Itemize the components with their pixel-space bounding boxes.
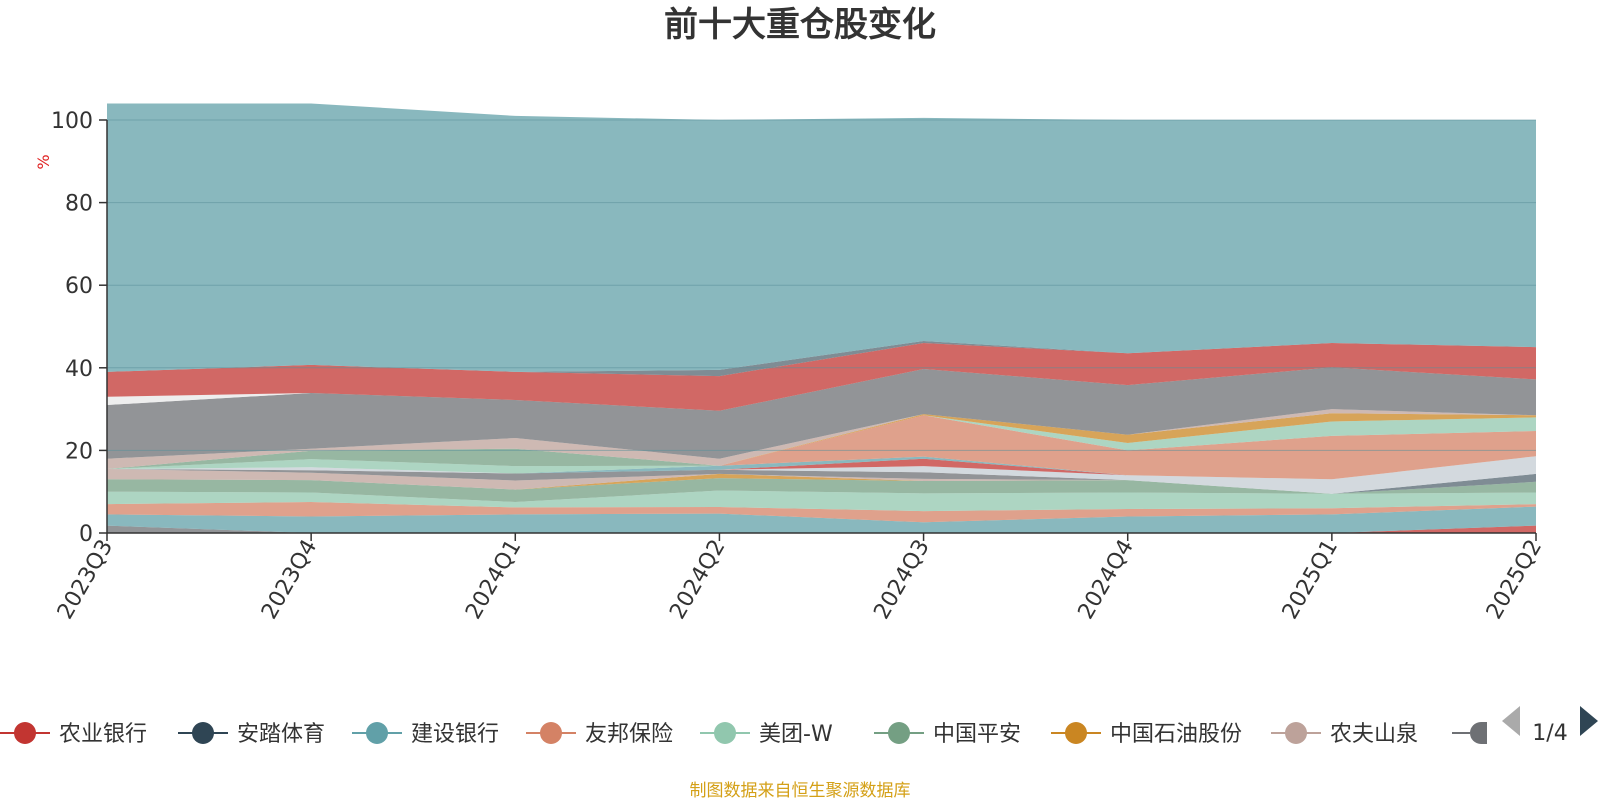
area-series-layer-22 [107, 341, 1536, 377]
grid-lines [107, 119, 1536, 451]
y-tick-label: 80 [65, 192, 93, 217]
x-tick-label: 2023Q4 [257, 536, 322, 624]
legend-label: 中国平安 [933, 722, 1021, 747]
legend-marker-icon [540, 722, 562, 744]
area-series-友邦保险 [107, 502, 1536, 523]
legend-label: 安踏体育 [237, 722, 325, 747]
area-series-layer-16 [107, 413, 1536, 469]
x-tick-label: 2024Q1 [461, 536, 526, 624]
legend-prev-page-icon[interactable] [1502, 706, 1520, 736]
x-tick-label: 2024Q4 [1074, 536, 1139, 624]
legend-marker-icon [1285, 722, 1307, 744]
area-series-layer-17 [107, 409, 1536, 469]
legend-marker-icon [1065, 722, 1087, 744]
legend-item[interactable]: 安踏体育 [178, 722, 325, 747]
legend-item[interactable]: 友邦保险 [526, 722, 673, 747]
area-series-美团-W [107, 490, 1536, 512]
area-series-group [107, 103, 1536, 533]
legend-item-truncated[interactable] [1452, 722, 1487, 744]
legend-item[interactable]: 农夫山泉 [1271, 722, 1418, 747]
area-series-layer-14 [107, 415, 1536, 474]
data-source-note: 制图数据来自恒生聚源数据库 [690, 781, 911, 800]
legend-item[interactable]: 中国石油股份 [1051, 722, 1242, 747]
y-axis-label: % [34, 154, 53, 169]
area-series-建设银行 [107, 506, 1536, 533]
legend-item[interactable]: 美团-W [700, 722, 833, 747]
y-tick-label: 40 [65, 357, 93, 382]
legend-label: 中国石油股份 [1110, 722, 1242, 747]
area-series-中国平安 [107, 478, 1536, 502]
x-tick-label: 2025Q1 [1278, 536, 1343, 624]
legend-marker-icon [714, 722, 736, 744]
area-series-layer-23 [107, 103, 1536, 372]
legend-marker-icon [14, 722, 36, 744]
y-tick-label: 60 [65, 274, 93, 299]
y-tick-label: 100 [51, 109, 93, 134]
legend-marker-icon [1481, 722, 1487, 744]
area-series-layer-19 [107, 367, 1536, 459]
area-series-中国石油股份 [107, 473, 1536, 494]
legend-marker-icon [366, 722, 388, 744]
legend-marker-icon [888, 722, 910, 744]
legend-pager: 1/4 [1502, 706, 1598, 746]
area-series-layer-11 [107, 456, 1536, 480]
legend-marker-icon [1470, 722, 1481, 744]
legend-item[interactable]: 中国平安 [874, 722, 1021, 747]
legend-page-indicator: 1/4 [1532, 721, 1567, 746]
legend-marker-icon [192, 722, 214, 744]
legend-item[interactable]: 农业银行 [0, 722, 147, 747]
legend-next-page-icon[interactable] [1580, 706, 1598, 736]
legend-label: 农业银行 [59, 722, 147, 747]
legend-label: 农夫山泉 [1330, 722, 1418, 747]
legend-label: 美团-W [759, 722, 833, 747]
chart-title: 前十大重仓股变化 [664, 5, 936, 45]
area-series-layer-8 [107, 469, 1536, 494]
x-tick-label: 2023Q3 [53, 536, 118, 624]
legend-label: 友邦保险 [585, 722, 673, 747]
y-tick-label: 0 [79, 522, 93, 547]
legend[interactable]: 农业银行 安踏体育 建设银行 友邦保险 美团-W 中国平安 中国石油股份 农夫山泉 [0, 722, 1487, 747]
area-series-layer-15 [107, 415, 1536, 469]
area-series-layer-13 [107, 415, 1536, 480]
legend-label: 建设银行 [411, 722, 499, 747]
y-tick-label: 20 [65, 439, 93, 464]
x-tick-label: 2024Q3 [869, 536, 934, 624]
x-tick-label: 2025Q2 [1482, 536, 1547, 624]
area-series-农夫山泉 [107, 469, 1536, 494]
x-tick-label: 2024Q2 [665, 536, 730, 624]
legend-item[interactable]: 建设银行 [352, 722, 499, 747]
area-series-layer-21 [107, 343, 1536, 411]
